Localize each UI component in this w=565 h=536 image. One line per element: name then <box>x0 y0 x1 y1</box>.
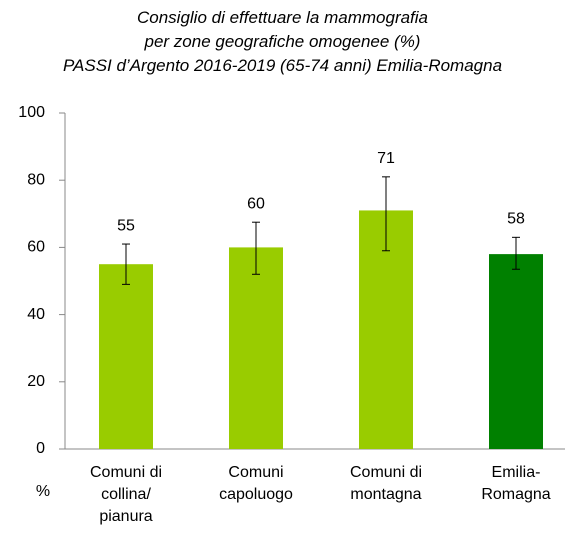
bar <box>489 254 543 449</box>
data-label: 55 <box>117 217 135 234</box>
x-tick-label: Comuni di collina/ pianura <box>89 464 163 525</box>
x-tick-label: Comuni capoluogo <box>219 464 293 503</box>
y-tick-label: 40 <box>27 306 45 323</box>
y-tick-label: 0 <box>36 440 45 457</box>
y-axis-label: % <box>36 483 50 500</box>
y-tick-label: 60 <box>27 239 45 256</box>
data-label: 60 <box>247 195 265 212</box>
bar <box>229 247 283 449</box>
y-tick-label: 20 <box>27 373 45 390</box>
y-tick-label: 80 <box>27 171 45 188</box>
x-tick-label: Comuni di montagna <box>349 464 423 503</box>
bar <box>99 264 153 449</box>
x-tick-label: Emilia- Romagna <box>481 464 551 503</box>
data-label: 58 <box>507 211 525 228</box>
chart-title: Consiglio di effettuare la mammografia p… <box>62 8 503 75</box>
data-label: 71 <box>377 150 395 167</box>
y-tick-label: 100 <box>18 104 45 121</box>
